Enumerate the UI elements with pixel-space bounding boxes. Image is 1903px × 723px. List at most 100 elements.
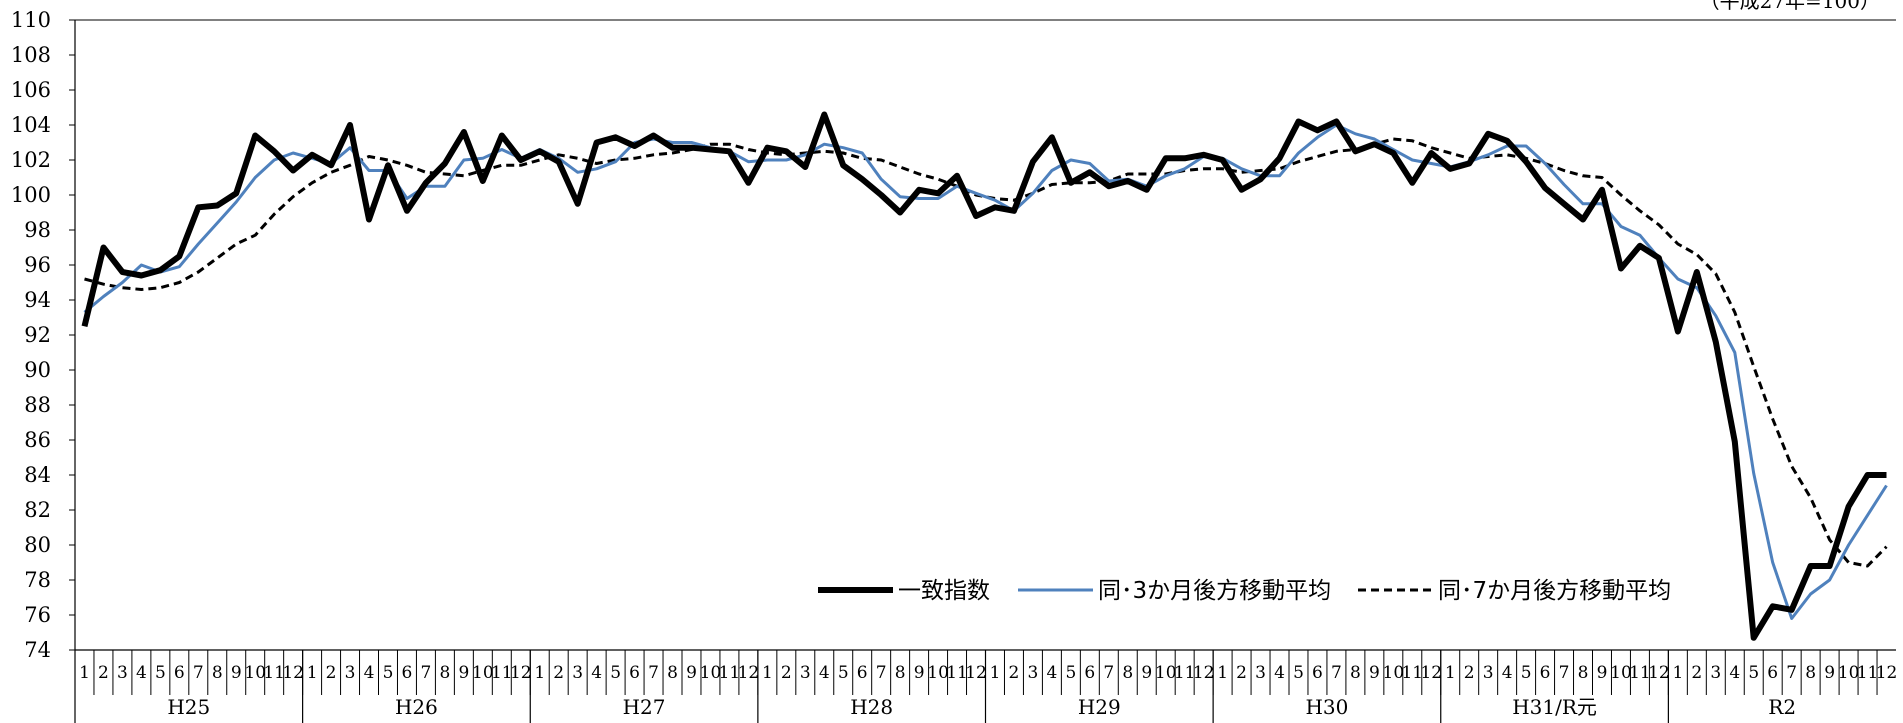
month-tick-label: 3 bbox=[800, 663, 811, 683]
year-tick-label: H29 bbox=[1078, 695, 1121, 719]
month-tick-label: 5 bbox=[1293, 663, 1304, 683]
month-tick-label: 6 bbox=[1540, 663, 1551, 683]
month-tick-label: 9 bbox=[914, 663, 925, 683]
month-tick-label: 11 bbox=[719, 663, 741, 683]
month-tick-label: 4 bbox=[1729, 663, 1740, 683]
month-tick-label: 9 bbox=[231, 663, 242, 683]
month-tick-label: 2 bbox=[553, 663, 564, 683]
month-tick-label: 12 bbox=[1420, 663, 1442, 683]
series-lines bbox=[81, 111, 1888, 641]
month-tick-label: 1 bbox=[79, 663, 90, 683]
month-tick-label: 4 bbox=[819, 663, 830, 683]
month-tick-label: 10 bbox=[1155, 663, 1177, 683]
y-tick-label: 90 bbox=[24, 358, 51, 382]
y-tick-label: 82 bbox=[24, 498, 51, 522]
month-tick-label: 6 bbox=[1312, 663, 1323, 683]
month-tick-label: 3 bbox=[1710, 663, 1721, 683]
legend-label-1: 一致指数 bbox=[898, 578, 990, 604]
month-tick-label: 10 bbox=[927, 663, 949, 683]
y-tick-label: 84 bbox=[24, 463, 51, 487]
month-tick-label: 5 bbox=[610, 663, 621, 683]
month-tick-label: 5 bbox=[1521, 663, 1532, 683]
month-tick-label: 3 bbox=[572, 663, 583, 683]
legend-label-2: 同･3か月後方移動平均 bbox=[1098, 578, 1331, 604]
month-tick-label: 9 bbox=[458, 663, 469, 683]
month-tick-label: 11 bbox=[1629, 663, 1651, 683]
month-tick-label: 4 bbox=[1274, 663, 1285, 683]
month-tick-label: 11 bbox=[491, 663, 513, 683]
month-tick-label: 7 bbox=[1559, 663, 1570, 683]
month-tick-label: 1 bbox=[1672, 663, 1683, 683]
y-tick-label: 108 bbox=[11, 43, 51, 67]
month-tick-label: 10 bbox=[1610, 663, 1632, 683]
month-tick-label: 6 bbox=[1084, 663, 1095, 683]
month-tick-label: 3 bbox=[345, 663, 356, 683]
month-tick-label: 2 bbox=[1236, 663, 1247, 683]
month-tick-label: 1 bbox=[1445, 663, 1456, 683]
month-tick-label: 9 bbox=[1141, 663, 1152, 683]
series-line-3 bbox=[84, 137, 1888, 568]
series-line-1 bbox=[81, 111, 1887, 641]
year-tick-label: R2 bbox=[1768, 695, 1796, 719]
month-tick-label: 10 bbox=[1838, 663, 1860, 683]
month-tick-label: 4 bbox=[591, 663, 602, 683]
month-tick-label: 11 bbox=[1857, 663, 1879, 683]
y-tick-label: 104 bbox=[11, 113, 51, 137]
month-tick-label: 7 bbox=[193, 663, 204, 683]
month-tick-label: 10 bbox=[472, 663, 494, 683]
month-tick-label: 2 bbox=[1009, 663, 1020, 683]
y-tick-label: 106 bbox=[11, 78, 51, 102]
month-tick-label: 2 bbox=[98, 663, 109, 683]
month-tick-label: 1 bbox=[990, 663, 1001, 683]
month-tick-label: 4 bbox=[136, 663, 147, 683]
month-tick-label: 8 bbox=[1578, 663, 1589, 683]
month-tick-label: 4 bbox=[364, 663, 375, 683]
month-tick-label: 8 bbox=[1350, 663, 1361, 683]
series-line-2 bbox=[83, 123, 1888, 620]
legend-label-3: 同･7か月後方移動平均 bbox=[1438, 578, 1671, 604]
unit-note: （平成27年=100） bbox=[1700, 0, 1880, 13]
year-tick-label: H26 bbox=[395, 695, 438, 719]
year-tick-label: H31/R元 bbox=[1512, 695, 1597, 719]
year-tick-label: H30 bbox=[1305, 695, 1348, 719]
month-tick-label: 8 bbox=[1122, 663, 1133, 683]
month-tick-label: 7 bbox=[421, 663, 432, 683]
month-tick-label: 12 bbox=[1876, 663, 1898, 683]
month-tick-label: 7 bbox=[648, 663, 659, 683]
month-tick-label: 8 bbox=[439, 663, 450, 683]
y-axis: 7476788082848688909294969810010210410610… bbox=[11, 8, 1896, 723]
month-tick-label: 9 bbox=[1824, 663, 1835, 683]
y-tick-label: 88 bbox=[24, 393, 51, 417]
y-tick-label: 96 bbox=[24, 253, 51, 277]
month-tick-label: 3 bbox=[1255, 663, 1266, 683]
month-tick-label: 3 bbox=[1028, 663, 1039, 683]
month-tick-label: 11 bbox=[1174, 663, 1196, 683]
y-tick-label: 110 bbox=[11, 8, 51, 32]
month-tick-label: 8 bbox=[1805, 663, 1816, 683]
y-tick-label: 102 bbox=[11, 148, 51, 172]
month-tick-label: 2 bbox=[781, 663, 792, 683]
month-tick-label: 9 bbox=[1369, 663, 1380, 683]
y-tick-label: 92 bbox=[24, 323, 51, 347]
month-tick-label: 10 bbox=[1383, 663, 1405, 683]
month-tick-label: 12 bbox=[738, 663, 760, 683]
month-tick-label: 5 bbox=[1065, 663, 1076, 683]
month-tick-label: 12 bbox=[1193, 663, 1215, 683]
y-tick-label: 94 bbox=[24, 288, 51, 312]
month-tick-label: 12 bbox=[1648, 663, 1670, 683]
month-tick-label: 6 bbox=[174, 663, 185, 683]
month-tick-label: 4 bbox=[1502, 663, 1513, 683]
month-tick-label: 5 bbox=[155, 663, 166, 683]
y-tick-label: 100 bbox=[11, 183, 51, 207]
month-tick-label: 1 bbox=[534, 663, 545, 683]
month-tick-label: 6 bbox=[857, 663, 868, 683]
month-tick-label: 12 bbox=[282, 663, 304, 683]
month-tick-label: 1 bbox=[1217, 663, 1228, 683]
year-tick-label: H25 bbox=[167, 695, 210, 719]
month-tick-label: 5 bbox=[1748, 663, 1759, 683]
year-tick-label: H28 bbox=[850, 695, 893, 719]
month-tick-label: 3 bbox=[1483, 663, 1494, 683]
month-tick-label: 12 bbox=[510, 663, 532, 683]
